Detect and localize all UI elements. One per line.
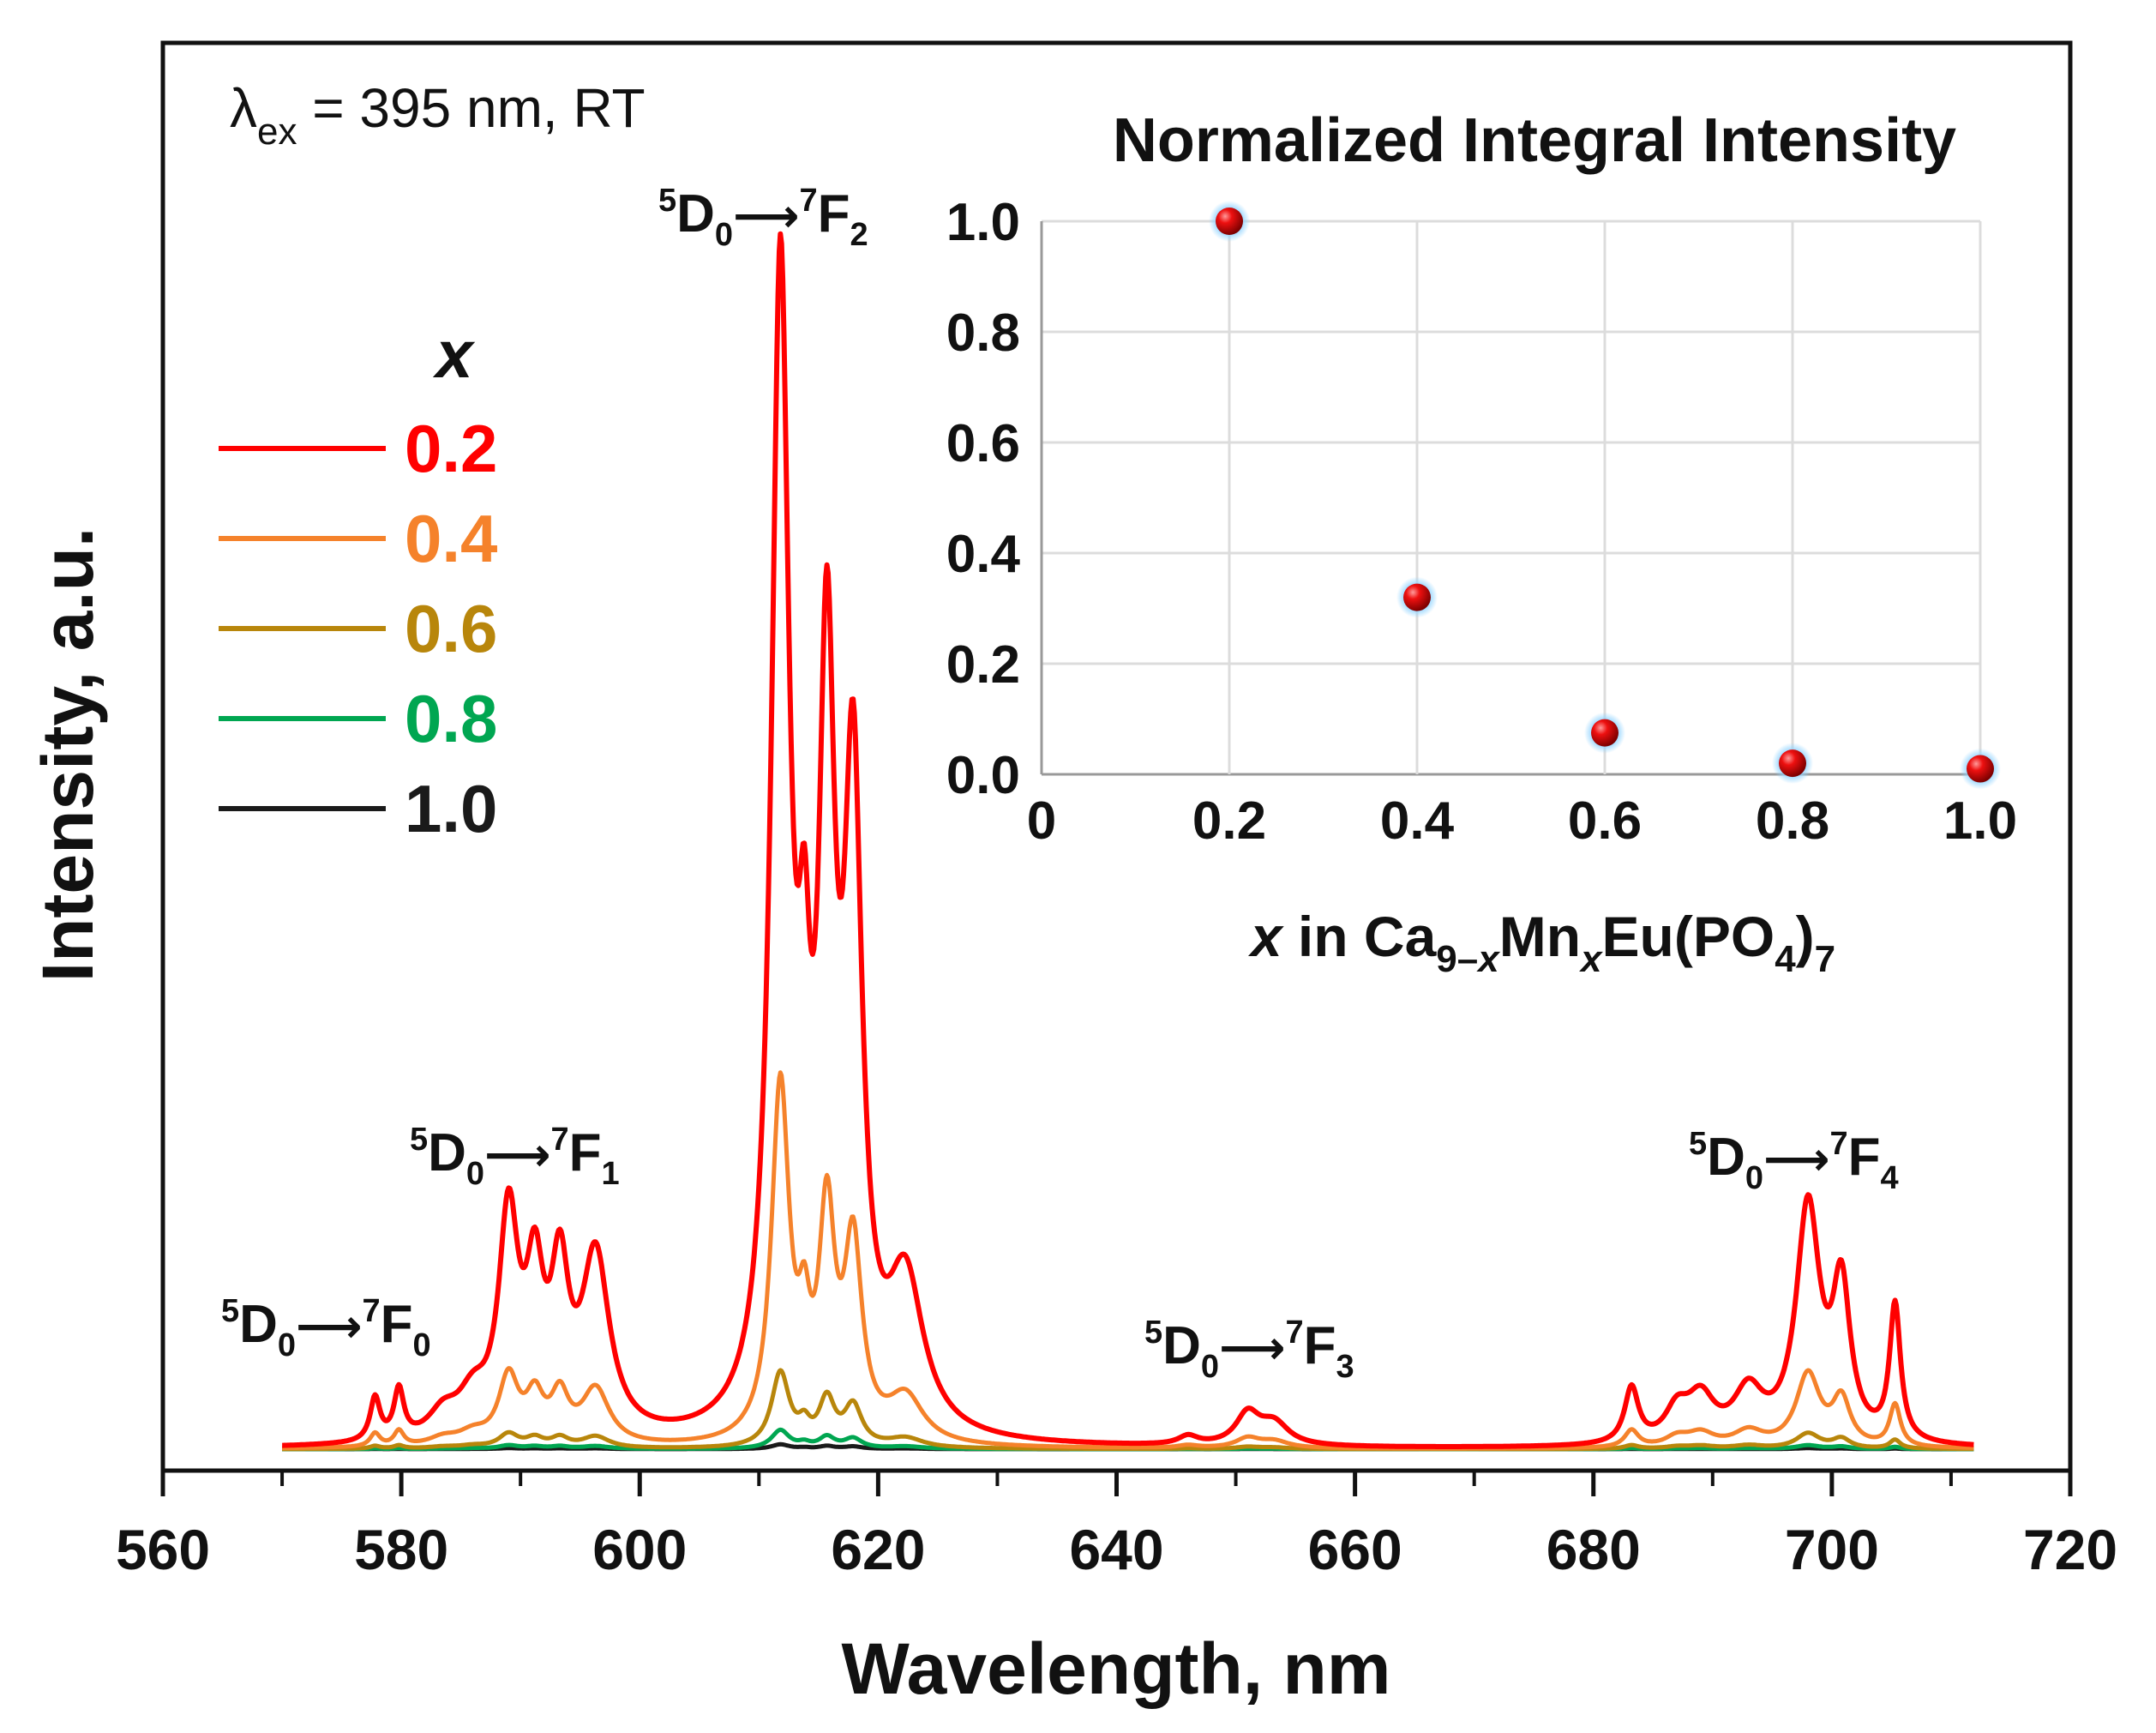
- series-line-x-0.2: [280, 231, 1975, 1449]
- lambda-symbol: λ: [230, 77, 257, 139]
- annotation-f1: 5D0⟶7F1: [410, 1122, 620, 1192]
- inset-chart: Normalized Integral Intensity 0.00.20.40…: [946, 106, 2017, 980]
- inset-data-point: [1591, 719, 1619, 747]
- inset-data-point: [1967, 755, 1994, 783]
- x-tick-label: 680: [1546, 1518, 1641, 1581]
- inset-y-tick-label: 0.0: [946, 746, 1020, 805]
- inset-grid: [1040, 220, 1982, 776]
- x-tick-label: 580: [354, 1518, 448, 1581]
- annotation-f3: 5D0⟶7F3: [1144, 1315, 1354, 1385]
- legend-label-0.2: 0.2: [405, 411, 497, 486]
- main-series-group: [280, 231, 1975, 1452]
- inset-x-tick-label: 0.8: [1756, 791, 1829, 851]
- legend-label-0.8: 0.8: [405, 681, 497, 756]
- inset-data-point: [1779, 749, 1806, 778]
- inset-y-tick-label: 1.0: [946, 193, 1020, 252]
- inset-data-point: [1403, 583, 1431, 611]
- inset-points: [1209, 201, 2001, 790]
- x-tick-label: 600: [592, 1518, 687, 1581]
- legend-label-0.4: 0.4: [405, 501, 497, 576]
- inset-y-tick-label: 0.6: [946, 414, 1020, 473]
- main-x-axis-label: Wavelength, nm: [842, 1628, 1391, 1709]
- annotation-f0: 5D0⟶7F0: [221, 1293, 431, 1363]
- legend-label-1.0: 1.0: [405, 771, 497, 846]
- x-tick-label: 560: [116, 1518, 210, 1581]
- annotation-f4: 5D0⟶7F4: [1689, 1126, 1899, 1196]
- excitation-value: = 395 nm, RT: [297, 77, 645, 139]
- x-tick-label: 620: [831, 1518, 925, 1581]
- x-tick-label: 700: [1785, 1518, 1879, 1581]
- main-y-axis-label: Intensity, a.u.: [27, 527, 108, 983]
- inset-ticks: 0.0 0.2 0.4 0.6 0.8 1.0 0 0.2 0.4 0.6 0.8 1.0: [946, 193, 2017, 851]
- series-line-x-0.4: [281, 1070, 1975, 1451]
- x-tick-label: 660: [1308, 1518, 1402, 1581]
- transition-annotations: 5D0⟶7F0 5D0⟶7F1 5D0⟶7F2 5D0⟶7F3 5D0⟶7F4: [221, 183, 1899, 1385]
- legend-label-0.6: 0.6: [405, 591, 497, 666]
- x-tick-label: 640: [1069, 1518, 1163, 1581]
- inset-x-tick-label: 0.6: [1568, 791, 1642, 851]
- inset-title: Normalized Integral Intensity: [1113, 106, 1956, 175]
- inset-x-tick-label: 1.0: [1943, 791, 2017, 851]
- inset-y-tick-label: 0.4: [946, 525, 1021, 584]
- annotation-f2: 5D0⟶7F2: [658, 183, 868, 253]
- legend-title: x: [432, 316, 476, 392]
- x-tick-label: 720: [2023, 1518, 2117, 1581]
- inset-x-tick-label: 0: [1027, 791, 1056, 851]
- inset-x-tick-label: 0.4: [1380, 791, 1455, 851]
- inset-y-tick-label: 0.2: [946, 635, 1020, 695]
- inset-data-point: [1216, 208, 1243, 235]
- inset-y-tick-label: 0.8: [946, 304, 1020, 363]
- lambda-subscript: ex: [257, 111, 297, 153]
- main-x-ticks: 560 580 600 620 640 660 680 700 720: [116, 1471, 2117, 1581]
- excitation-label: λex = 395 nm, RT: [230, 77, 646, 153]
- inset-x-axis-label: x in Ca9–xMnxEu(PO4)7: [1248, 905, 1835, 980]
- legend: x 0.2 0.4 0.6 0.8 1.0: [219, 316, 497, 846]
- inset-x-tick-label: 0.2: [1192, 791, 1266, 851]
